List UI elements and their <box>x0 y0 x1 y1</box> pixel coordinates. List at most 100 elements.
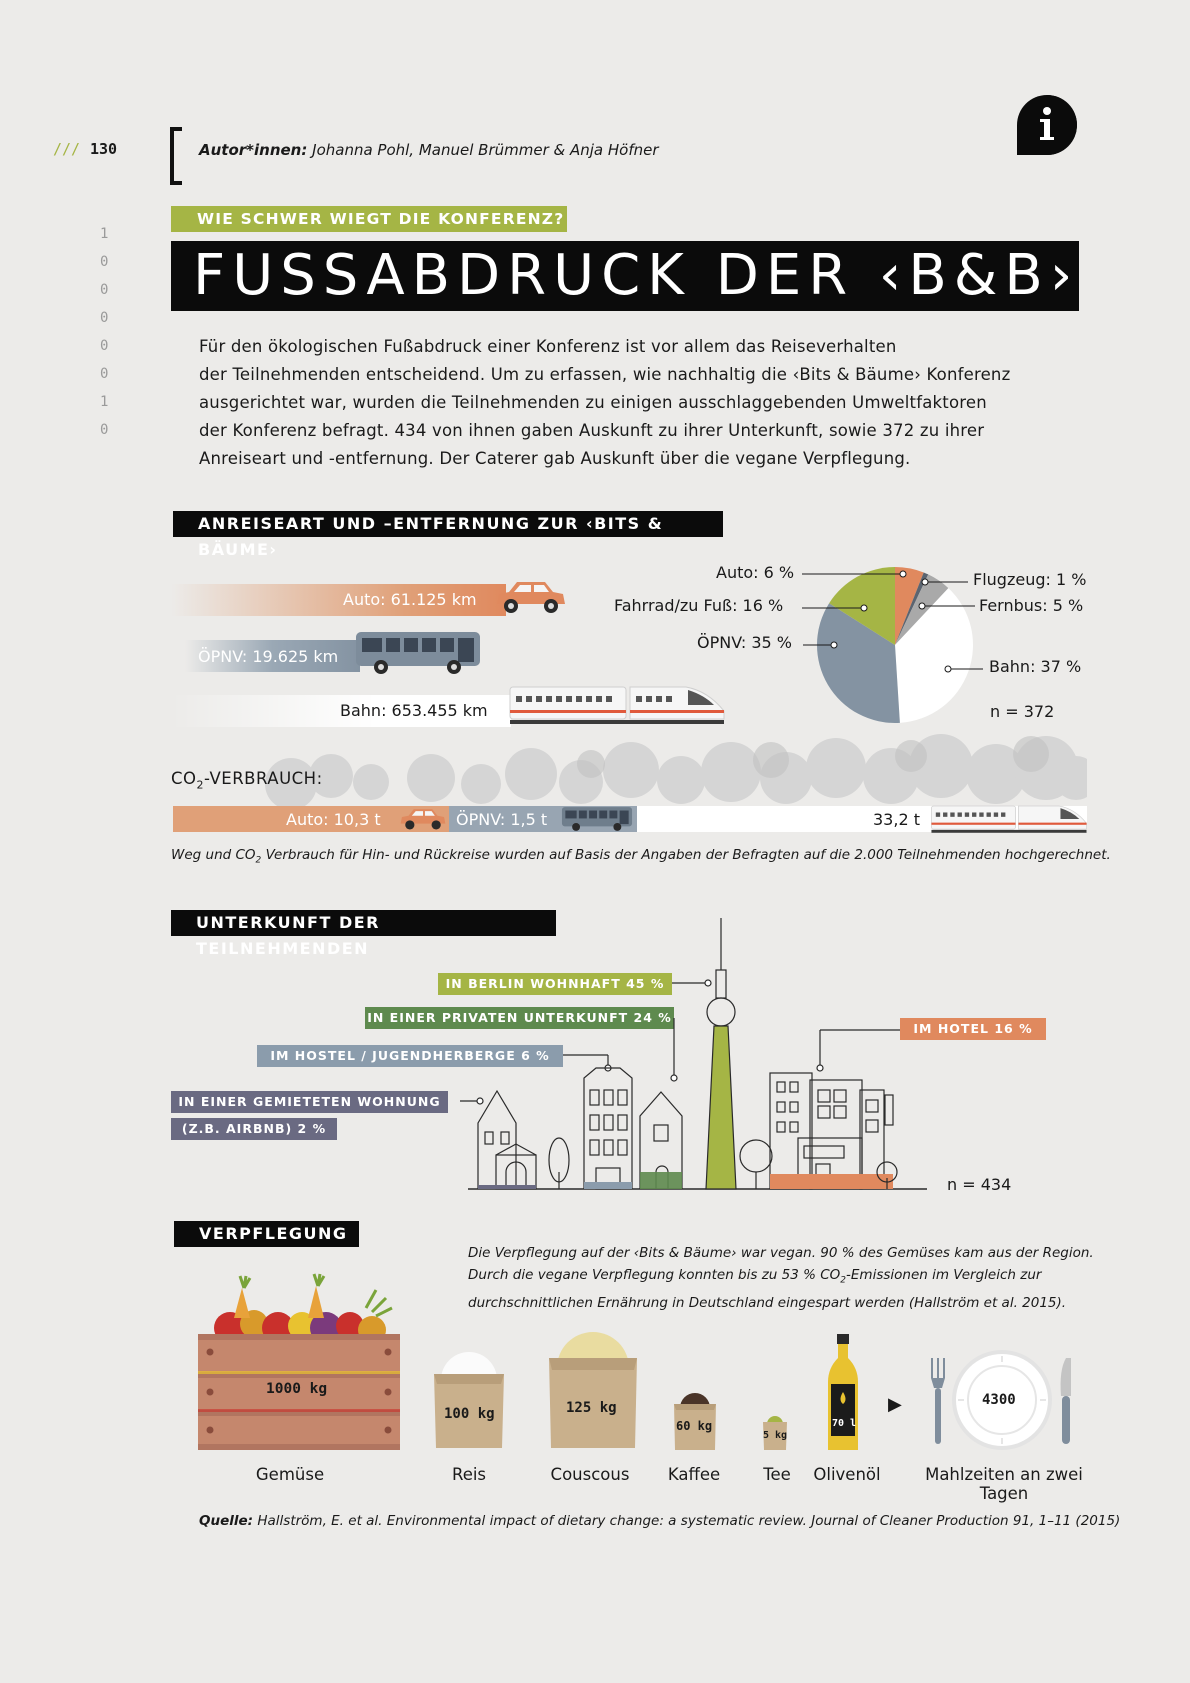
bus-icon <box>356 632 480 674</box>
co2-label-suffix: -VERBRAUCH: <box>204 769 323 788</box>
food-heading: VERPFLEGUNG <box>174 1221 359 1247</box>
distance-label-bus: ÖPNV: 19.625 km <box>198 647 339 666</box>
food-amount-couscous: 125 kg <box>566 1400 617 1416</box>
pie-label-fernbus: Fernbus: 5 % <box>979 596 1084 615</box>
info-icon <box>1017 95 1077 155</box>
pie-n: n = 372 <box>990 702 1055 721</box>
binary-digit: 0 <box>100 254 109 270</box>
intro-line: Für den ökologischen Fußabdruck einer Ko… <box>199 337 897 356</box>
source-label: Quelle: <box>199 1513 254 1529</box>
intro-line: ausgerichtet war, wurden die Teilnehmend… <box>199 393 987 412</box>
bus-icon <box>561 807 633 831</box>
food-text-2b: -Emissionen im Vergleich zur <box>846 1267 1042 1283</box>
tea-sack-icon <box>763 1416 787 1450</box>
binary-digit: 1 <box>100 226 109 242</box>
food-text-line: durchschnittlichen Ernährung in Deutschl… <box>468 1294 1067 1311</box>
pie-leader-lines <box>802 570 983 673</box>
berlin-skyline <box>460 918 927 1190</box>
pie-label-auto: Auto: 6 % <box>716 563 795 582</box>
food-amount-gemuese: 1000 kg <box>266 1381 328 1397</box>
lodging-heading: UNTERKUNFT DER TEILNEHMENDEN <box>171 910 556 958</box>
food-label-olivenoel: Olivenöl <box>813 1465 881 1484</box>
food-label-kaffee: Kaffee <box>667 1465 721 1484</box>
note-b: Verbrauch für Hin- und Rückreise wurden … <box>261 847 1111 863</box>
page-marker: /// <box>53 140 81 158</box>
food-label-couscous: Couscous <box>550 1465 630 1484</box>
food-label-gemuese: Gemüse <box>255 1465 325 1484</box>
page-title: FUSSABDRUCK DER ‹B&B› <box>171 241 1079 311</box>
food-text-2sub: 2 <box>840 1275 847 1286</box>
note-sub: 2 <box>255 855 262 866</box>
pie-label-oepnv: ÖPNV: 35 % <box>697 633 792 652</box>
distance-bar-bus <box>185 640 360 672</box>
pie-label-fahrrad: Fahrrad/zu Fuß: 16 % <box>614 596 784 615</box>
intro-text: Für den ökologischen Fußabdruck einer Ko… <box>199 333 1010 473</box>
author-bracket <box>170 127 182 185</box>
travel-heading: ANREISEART UND –ENTFERNUNG ZUR ‹BITS & B… <box>173 511 723 559</box>
co2-label-prefix: CO <box>171 769 197 788</box>
train-icon <box>931 805 1087 833</box>
food-label-tee: Tee <box>763 1465 791 1484</box>
pie-slice <box>895 574 949 645</box>
meals-label: Mahlzeiten an zwei Tagen <box>925 1465 1083 1503</box>
intro-line: der Konferenz befragt. 434 von ihnen gab… <box>199 421 985 440</box>
lodging-tag-hotel: IM HOTEL 16 % <box>900 1018 1046 1040</box>
co2-label-train: 33,2 t <box>873 810 920 829</box>
lodging-tag-hostel: IM HOSTEL / JUGENDHERBERGE 6 % <box>257 1045 563 1067</box>
authors-label: Autor*innen: <box>199 141 308 159</box>
kicker: WIE SCHWER WIEGT DIE KONFERENZ? <box>171 206 567 232</box>
couscous-sack-icon <box>549 1332 637 1448</box>
pie-slice <box>895 588 973 723</box>
co2-cloud <box>265 734 1087 806</box>
food-text-line: Durch die vegane Verpflegung konnten bis… <box>468 1264 1094 1292</box>
binary-digit: 0 <box>100 282 109 298</box>
binary-column: 1 0 0 0 0 0 1 0 <box>100 226 108 450</box>
binary-digit: 0 <box>100 338 109 354</box>
author-line: Autor*innen: Johanna Pohl, Manuel Brümme… <box>199 141 659 159</box>
fork-icon <box>931 1358 945 1444</box>
pie-slice <box>817 603 900 723</box>
food-amount-reis: 100 kg <box>444 1406 495 1422</box>
lodging-tag-apartment: IN EINER GEMIETETEN WOHNUNG <box>171 1091 448 1113</box>
authors: Johanna Pohl, Manuel Brümmer & Anja Höfn… <box>312 141 659 159</box>
food-text-line: Die Verpflegung auf der ‹Bits & Bäume› w… <box>468 1245 1094 1261</box>
food-amount-kaffee: 60 kg <box>676 1419 713 1433</box>
source-text: Hallström, E. et al. Environmental impac… <box>257 1513 1121 1529</box>
lodging-tag-berlin: IN BERLIN WOHNHAFT 45 % <box>438 973 672 995</box>
intro-line: Anreiseart und -entfernung. Der Caterer … <box>199 449 911 468</box>
travel-note: Weg und CO2 Verbrauch für Hin- und Rückr… <box>171 847 1111 866</box>
rice-sack-icon <box>434 1352 504 1448</box>
coffee-sack-icon <box>674 1393 716 1450</box>
meals-amount: 4300 <box>982 1392 1016 1408</box>
distance-bar-car <box>171 584 506 616</box>
arrow-icon: ▶ <box>888 1394 902 1415</box>
pie-slice <box>895 567 924 645</box>
food-amount-tee: 5 kg <box>763 1430 788 1441</box>
distance-label-car: Auto: 61.125 km <box>343 590 477 609</box>
co2-label-sub: 2 <box>196 778 205 792</box>
pie-label-bahn: Bahn: 37 % <box>989 657 1082 676</box>
co2-label: CO2-VERBRAUCH: <box>171 769 323 791</box>
page-number: 130 <box>90 140 118 158</box>
knife-icon <box>1060 1358 1071 1444</box>
binary-digit: 0 <box>100 310 109 326</box>
distance-bar-train <box>171 695 511 727</box>
lodging-tag-private: IN EINER PRIVATEN UNTERKUNFT 24 % <box>365 1007 674 1029</box>
co2-label-bus: ÖPNV: 1,5 t <box>456 810 548 829</box>
lodging-n: n = 434 <box>947 1175 1012 1194</box>
source: Quelle: Hallström, E. et al. Environment… <box>199 1513 1120 1529</box>
binary-digit: 0 <box>100 366 109 382</box>
pie-label-flugzeug: Flugzeug: 1 % <box>973 570 1087 589</box>
co2-label-car: Auto: 10,3 t <box>286 810 381 829</box>
note-a: Weg und CO <box>171 847 256 863</box>
vegetable-crate-icon <box>198 1273 400 1450</box>
food-label-reis: Reis <box>451 1465 487 1484</box>
distance-label-train: Bahn: 653.455 km <box>340 701 488 720</box>
food-amount-olivenoel: 70 l <box>832 1418 857 1429</box>
food-text-2a: Durch die vegane Verpflegung konnten bis… <box>468 1267 841 1283</box>
car-icon <box>497 582 565 613</box>
train-icon <box>509 686 725 724</box>
pie-slice <box>895 572 929 645</box>
binary-digit: 1 <box>100 394 109 410</box>
intro-line: der Teilnehmenden entscheidend. Um zu er… <box>199 365 1011 384</box>
